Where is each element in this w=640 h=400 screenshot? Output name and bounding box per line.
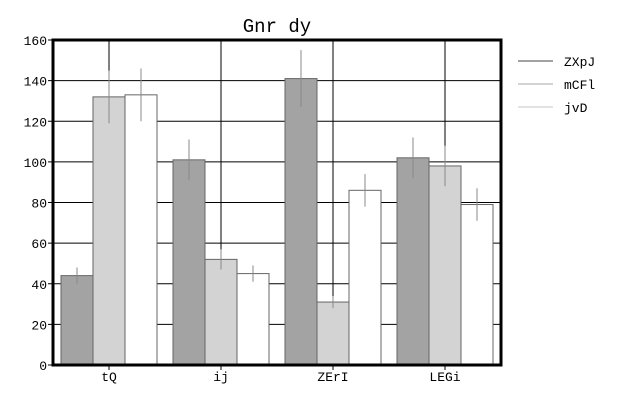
y-tick-label-3: 60 [31,237,47,252]
legend-label-mCFl: mCFl [564,78,595,93]
y-tick-label-0: 0 [39,359,47,374]
bars [60,78,494,366]
x-tick-label-1: ij [213,370,229,385]
y-axis: 0 20 40 60 80 100 120 140 160 [24,34,53,374]
bar-mCFl-tQ [92,96,126,366]
y-tick-label-1: 20 [31,318,47,333]
bar-mCFl-ZErI [316,301,350,366]
legend-label-jvD: jvD [564,101,588,116]
bar-ZXpJ-LEGi [396,157,430,366]
x-axis: tQ ij ZErI LEGi [101,365,461,385]
y-tick-label-6: 120 [24,115,47,130]
error-bars [76,50,478,309]
bar-jvD-LEGi [460,204,494,366]
y-tick-label-8: 160 [24,34,47,49]
chart-title: Gnr dy [243,16,311,38]
x-tick-label-3: LEGi [429,370,460,385]
bar-jvD-ij [236,273,270,366]
x-tick-label-0: tQ [101,370,117,385]
bar-ZXpJ-tQ [60,275,94,366]
bar-jvD-ZErI [348,189,382,366]
y-tick-label-5: 100 [24,156,47,171]
legend-label-ZXpJ: ZXpJ [564,55,595,70]
bar-ZXpJ-ij [172,159,206,366]
y-tick-label-7: 140 [24,75,47,90]
x-tick-label-2: ZErI [317,370,348,385]
bar-mCFl-LEGi [428,165,462,366]
plot-frame [51,38,503,367]
bar-jvD-tQ [124,94,158,366]
legend: ZXpJ mCFl jvD [518,55,595,116]
bar-mCFl-ij [204,258,238,366]
y-tick-label-4: 80 [31,197,47,212]
bar-ZXpJ-ZErI [284,78,318,366]
y-tick-label-2: 40 [31,278,47,293]
